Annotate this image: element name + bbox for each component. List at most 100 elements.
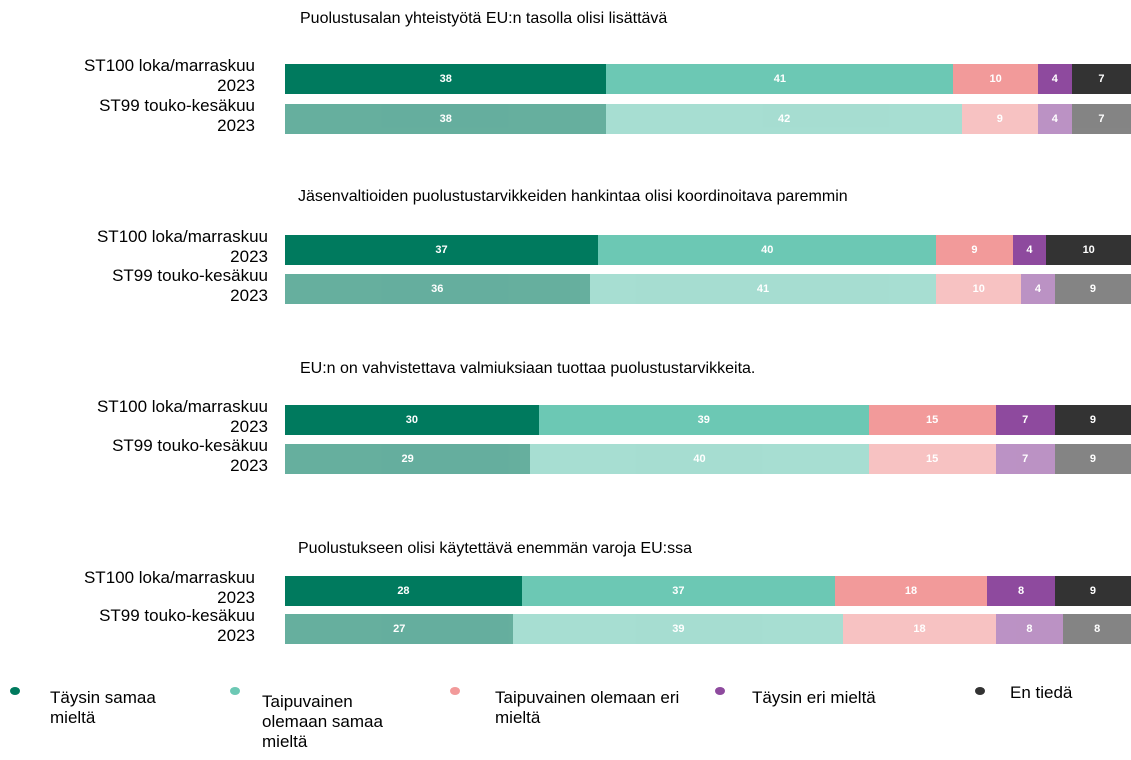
bar-segment: 39 [538,405,869,435]
bar-segment: 7 [1071,64,1131,94]
category-label: ST100 loka/marraskuu 2023 [83,56,255,95]
bar-segment: 30 [285,405,539,435]
data-label: 36 [431,283,444,295]
data-label: 7 [1098,73,1105,85]
category-label: ST100 loka/marraskuu 2023 [96,227,268,266]
bar-segment: 28 [285,576,522,606]
category-label: ST100 loka/marraskuu 2023 [96,397,268,436]
bar-segment: 9 [1054,576,1131,606]
data-label: 8 [1017,585,1025,597]
data-label: 30 [405,414,419,426]
bar-segment: 9 [961,104,1038,134]
bar-segment: 15 [868,405,996,435]
legend-label: Täysin samaa mieltä [50,688,156,727]
data-label: 9 [996,113,1003,125]
bar-segment: 8 [1063,614,1131,644]
data-label: 41 [773,73,787,85]
legend-label: Täysin eri mieltä [752,688,876,707]
bar-segment: 18 [843,614,996,644]
data-label: 9 [971,244,978,256]
legend-label: En tiedä [1010,683,1073,702]
panel-title: EU:n on vahvistettava valmiuksiaan tuott… [300,360,756,377]
bar-segment: 27 [285,614,514,644]
data-label: 9 [1089,585,1096,597]
bar-segment: 41 [606,64,954,94]
legend-swatch [975,687,985,695]
data-label: 7 [1022,453,1029,465]
legend-swatch [450,687,460,695]
legend-label: Taipuvainen olemaan samaa mieltä [262,692,383,751]
data-label: 38 [439,113,452,125]
bar-segment: 4 [1012,235,1047,265]
bar-segment: 7 [1071,104,1131,134]
data-label: 9 [1089,414,1096,426]
data-label: 40 [761,244,774,256]
category-label: ST99 touko-kesäkuu 2023 [99,96,255,135]
data-label: 37 [672,585,685,597]
data-label: 4 [1051,113,1058,125]
data-label: 10 [1082,244,1095,256]
category-label: ST99 touko-kesäkuu 2023 [112,266,268,305]
data-label: 7 [1022,414,1029,426]
bar-segment: 41 [589,274,937,304]
bar-segment: 42 [606,104,962,134]
data-label: 8 [1094,623,1101,635]
bar-segment: 10 [1046,235,1131,265]
bar-segment: 10 [953,64,1038,94]
bar-segment: 4 [1021,274,1055,304]
panel-title: Puolustusalan yhteistyötä EU:n tasolla o… [300,10,668,27]
bar-segment: 8 [987,576,1055,606]
data-label: 39 [697,414,710,426]
bar-segment: 4 [1037,64,1072,94]
data-label: 4 [1026,244,1033,256]
bar-segment: 37 [521,576,835,606]
bar-segment: 8 [995,614,1064,644]
data-label: 8 [1026,623,1033,635]
data-label: 15 [926,414,939,426]
bar-segment: 7 [995,444,1055,474]
category-label: ST99 touko-kesäkuu 2023 [112,436,268,475]
data-label: 28 [397,585,410,597]
data-label: 29 [401,453,414,465]
bar-segment: 29 [285,444,531,474]
legend-swatch [715,687,725,695]
bar-segment: 38 [285,104,607,134]
bar-segment: 9 [1054,274,1131,304]
data-label: 40 [693,453,706,465]
bar-segment: 9 [1054,405,1131,435]
data-label: 4 [1051,73,1058,85]
bar-segment: 36 [285,274,590,304]
bar-segment: 38 [285,64,607,94]
bar-segment: 9 [1054,444,1131,474]
legend-label: Taipuvainen olemaan eri mieltä [495,688,680,727]
data-label: 9 [1089,283,1096,295]
category-label: ST99 touko-kesäkuu 2023 [99,606,255,645]
data-label: 9 [1089,453,1096,465]
data-label: 38 [439,73,452,85]
bar-segment: 40 [530,444,869,474]
data-label: 15 [926,453,939,465]
panel-title: Puolustukseen olisi käytettävä enemmän v… [298,540,692,557]
data-label: 10 [972,283,985,295]
category-label: ST100 loka/marraskuu 2023 [83,568,255,607]
data-label: 39 [672,623,685,635]
bar-segment: 15 [868,444,996,474]
data-label: 7 [1098,113,1105,125]
data-label: 27 [393,623,406,635]
bar-segment: 10 [936,274,1021,304]
bar-segment: 40 [598,235,937,265]
data-label: 18 [913,623,926,635]
legend-swatch [230,687,240,695]
data-label: 41 [756,283,770,295]
data-label: 37 [435,244,448,256]
bar-segment: 7 [995,405,1055,435]
data-label: 10 [989,73,1002,85]
data-label: 4 [1034,283,1041,295]
data-label: 42 [778,113,791,125]
bar-segment: 4 [1037,104,1072,134]
bar-segment: 9 [936,235,1013,265]
legend-swatch [10,687,20,695]
panel-title: Jäsenvaltioiden puolustustarvikkeiden ha… [298,188,848,205]
data-label: 18 [904,585,918,597]
